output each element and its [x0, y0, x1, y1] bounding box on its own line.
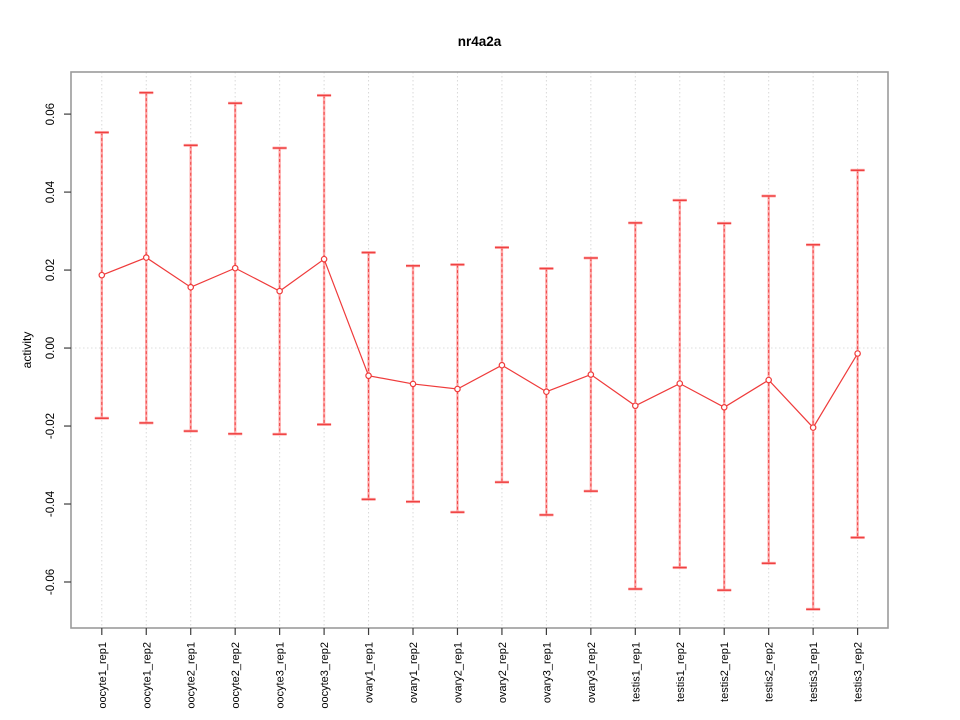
- x-tick-label: ovary3_rep1: [541, 642, 553, 703]
- data-point-marker: [187, 283, 195, 291]
- x-tick-label: oocyte3_rep1: [275, 642, 287, 709]
- x-tick-label: ovary1_rep1: [364, 642, 376, 703]
- y-tick-label: 0.06: [45, 103, 57, 125]
- x-tick-label: testis2_rep1: [719, 642, 731, 702]
- data-point-marker: [854, 350, 861, 357]
- x-tick-label: testis1_rep1: [630, 642, 642, 702]
- x-tick-label: oocyte1_rep1: [97, 642, 109, 709]
- x-tick-label: oocyte3_rep2: [319, 642, 331, 709]
- data-point-marker: [543, 388, 550, 396]
- x-tick-label: testis1_rep2: [675, 642, 687, 702]
- x-tick-label: ovary2_rep2: [497, 642, 509, 703]
- x-tick-label: ovary3_rep2: [586, 642, 598, 703]
- data-point-marker: [320, 255, 328, 263]
- y-tick-label: -0.06: [45, 569, 57, 595]
- x-tick-label: oocyte1_rep2: [141, 642, 153, 709]
- data-point-marker: [276, 287, 283, 295]
- y-tick-label: -0.04: [45, 490, 57, 517]
- y-tick-label: 0.02: [45, 259, 57, 281]
- x-tick-label: oocyte2_rep2: [230, 642, 242, 709]
- x-tick-label: testis3_rep1: [808, 642, 820, 702]
- data-point-marker: [98, 271, 106, 279]
- y-tick-label: -0.02: [45, 413, 57, 439]
- x-tick-label: ovary1_rep2: [408, 642, 420, 703]
- data-point-marker: [142, 254, 150, 261]
- data-point-marker: [498, 361, 506, 369]
- data-point-marker: [587, 371, 595, 378]
- data-point-marker: [632, 402, 639, 410]
- data-point-marker: [765, 376, 772, 384]
- x-tick-label: testis3_rep2: [853, 642, 865, 702]
- y-tick-label: 0.00: [45, 337, 57, 359]
- chart-title: nr4a2a: [457, 34, 502, 49]
- data-point-marker: [231, 264, 239, 272]
- data-point-marker: [720, 404, 728, 411]
- x-tick-label: oocyte2_rep1: [186, 642, 198, 709]
- data-point-marker: [454, 385, 461, 393]
- y-tick-label: 0.04: [45, 180, 57, 203]
- x-tick-label: ovary2_rep1: [452, 642, 464, 703]
- series-line: [101, 256, 859, 429]
- x-tick-label: testis2_rep2: [764, 642, 776, 702]
- data-point-marker: [365, 372, 372, 380]
- data-point-marker: [409, 380, 417, 388]
- plot-border: [70, 71, 889, 629]
- data-point-marker: [809, 424, 817, 431]
- data-point-marker: [676, 380, 684, 387]
